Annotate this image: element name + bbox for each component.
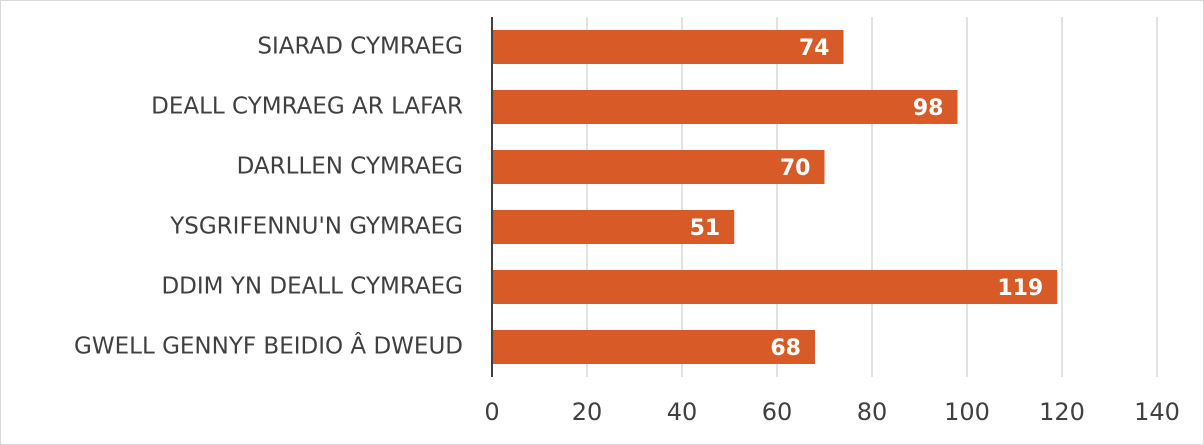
- data-label: 98: [913, 96, 944, 121]
- data-label: 68: [770, 336, 801, 361]
- x-tick-label: 40: [667, 398, 698, 426]
- x-tick-label: 80: [857, 398, 888, 426]
- data-label: 119: [997, 276, 1043, 301]
- bar: [492, 270, 1058, 304]
- y-tick-label: GWELL GENNYF BEIDIO Â DWEUD: [74, 332, 463, 360]
- x-tick-label: 140: [1134, 398, 1180, 426]
- x-tick-label: 60: [762, 398, 793, 426]
- data-label: 74: [799, 36, 830, 61]
- bar: [492, 210, 735, 244]
- data-label: 51: [690, 216, 721, 241]
- bar: [492, 150, 825, 184]
- y-tick-label: DARLLEN CYMRAEG: [237, 154, 463, 180]
- y-tick-label: DEALL CYMRAEG AR LAFAR: [151, 94, 463, 120]
- y-tick-label: YSGRIFENNU'N GYMRAEG: [169, 214, 463, 240]
- data-label: 70: [780, 156, 811, 181]
- bar: [492, 330, 815, 364]
- bar: [492, 30, 844, 64]
- y-tick-label: SIARAD CYMRAEG: [257, 34, 463, 60]
- x-tick-label: 20: [572, 398, 603, 426]
- bar: [492, 90, 958, 124]
- x-tick-label: 0: [484, 398, 499, 426]
- y-tick-label: DDIM YN DEALL CYMRAEG: [161, 274, 463, 300]
- x-tick-label: 100: [944, 398, 990, 426]
- x-tick-label: 120: [1039, 398, 1085, 426]
